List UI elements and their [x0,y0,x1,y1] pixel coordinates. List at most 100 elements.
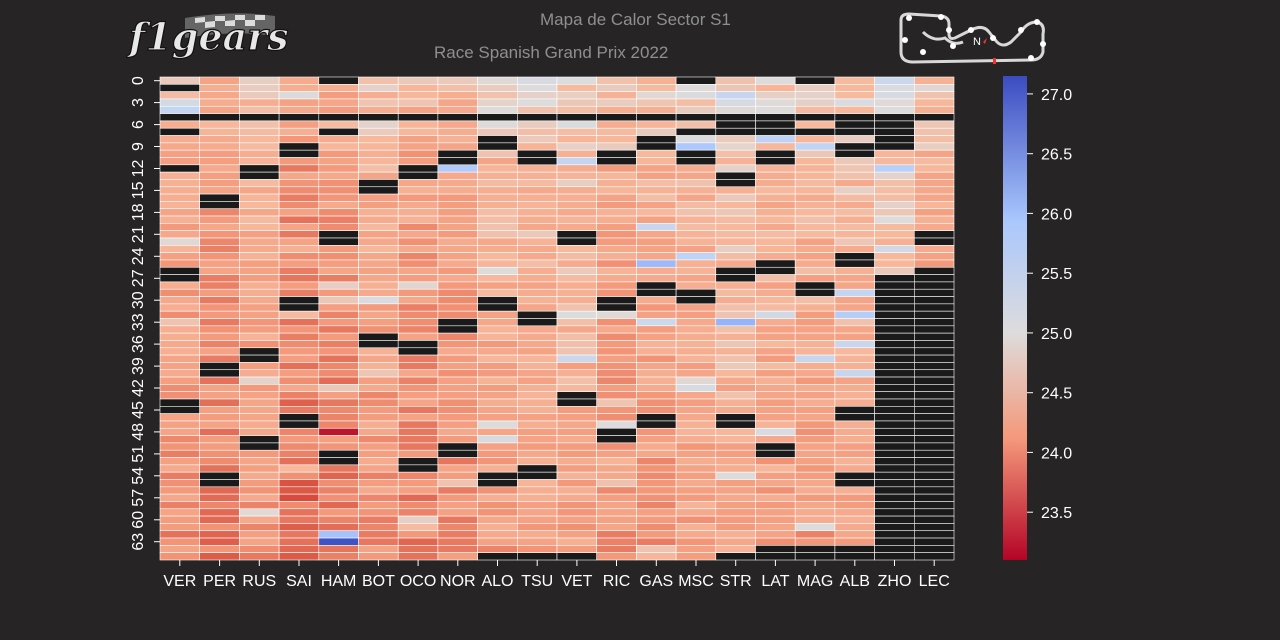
track-map-icon: N [899,12,1046,64]
heatmap-cell [794,266,836,275]
heatmap-cell [278,515,320,524]
heatmap-cell [477,201,518,210]
heatmap-cell [516,84,558,92]
heatmap-cell [159,201,201,210]
heatmap-cell [715,113,756,122]
heatmap-cell [278,245,320,253]
heatmap-cell [874,84,915,92]
heatmap-cell [199,98,240,107]
heatmap-cell [199,186,240,195]
heatmap-cell [794,120,836,129]
heatmap-cell [834,171,875,180]
heatmap-cell [318,486,359,495]
heatmap-cell [318,193,359,202]
heatmap-cell [874,259,915,268]
heatmap-cell [675,274,717,283]
heatmap-cell [437,186,478,195]
heatmap-cell [516,449,558,458]
heatmap-cell [636,252,677,261]
heatmap-cell [556,479,598,488]
heatmap-cell [437,201,478,210]
heatmap-cell [477,449,518,458]
heatmap-cell [159,530,201,539]
heatmap-cell [556,457,598,466]
heatmap-cell [199,120,240,129]
heatmap-cell [318,420,359,429]
heatmap-cell [358,245,399,253]
heatmap-cell [278,545,320,553]
heatmap-cell [199,310,240,319]
heatmap-cell [755,442,796,451]
colorbar-tick-label: 23.5 [1041,505,1072,522]
heatmap-cell [596,486,637,495]
heatmap-cell [437,193,478,202]
heatmap-cell [477,193,518,202]
heatmap-cell [199,142,240,151]
heatmap-cell [437,413,478,422]
heatmap-cell [715,384,756,392]
heatmap-cell [715,223,756,231]
heatmap-cell [675,523,717,532]
heatmap-cell [199,457,240,466]
heatmap-cell [596,406,637,414]
heatmap-cell [636,84,677,92]
heatmap-cell [516,193,558,202]
heatmap-cell [636,552,677,561]
heatmap-cell [239,230,280,239]
heatmap-cell [794,493,836,502]
heatmap-cell [794,127,836,136]
heatmap-cell [397,347,439,356]
heatmap-cell [794,369,836,378]
heatmap-cell [596,157,637,166]
heatmap-cell [874,406,915,414]
heatmap-cell [318,113,359,122]
heatmap-cell [874,515,915,524]
heatmap-cell [556,486,598,495]
heatmap-cell [794,552,836,561]
heatmap-cell [794,303,836,312]
heatmap-cell [516,362,558,371]
heatmap-cell [834,369,875,378]
heatmap-cell [516,171,558,180]
heatmap-cell [477,552,518,561]
heatmap-cell [318,457,359,466]
heatmap-cell [715,310,756,319]
heatmap-cell [358,435,399,444]
heatmap-cell [913,493,955,502]
heatmap-cell [596,398,637,407]
heatmap-cell [199,259,240,268]
f1gears-logo: f1gears [125,13,289,59]
heatmap-cell [516,376,558,385]
heatmap-cell [239,274,280,283]
heatmap-cell [477,413,518,422]
heatmap-cell [358,215,399,224]
heatmap-cell [239,457,280,466]
heatmap-cell [397,266,439,275]
heatmap-cell [318,135,359,144]
heatmap-cell [397,208,439,217]
heatmap-cell [596,318,637,327]
heatmap-cell [913,303,955,312]
y-tick-label: 18 [130,203,147,221]
heatmap-cell [715,230,756,239]
heatmap-cell [278,281,320,290]
y-tick-label: 42 [130,379,147,397]
heatmap-cell [834,98,875,107]
heatmap-cell [596,340,637,349]
heatmap-cell [675,471,717,480]
heatmap-cell [278,84,320,92]
heatmap-cell [318,435,359,444]
heatmap-cell [556,84,598,92]
heatmap-cell [675,493,717,502]
heatmap-cell [397,391,439,400]
heatmap-cell [477,530,518,539]
heatmap-cell [755,391,796,400]
heatmap-cell [556,296,598,305]
heatmap-cell [397,479,439,488]
heatmap-cell [715,98,756,107]
heatmap-cell [556,215,598,224]
heatmap-cell [199,464,240,473]
heatmap-cell [397,193,439,202]
heatmap-cell [794,164,836,173]
heatmap-cell [318,332,359,341]
